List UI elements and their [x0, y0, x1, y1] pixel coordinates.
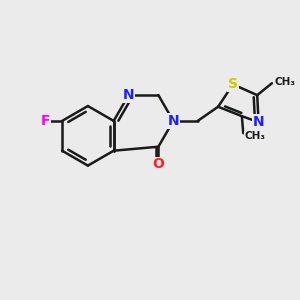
Text: F: F: [40, 114, 50, 128]
Text: N: N: [167, 114, 179, 128]
Text: CH₃: CH₃: [275, 77, 296, 87]
Text: S: S: [228, 77, 238, 92]
Text: N: N: [253, 115, 264, 129]
Text: O: O: [152, 157, 164, 171]
Text: N: N: [123, 88, 134, 102]
Text: CH₃: CH₃: [245, 131, 266, 141]
